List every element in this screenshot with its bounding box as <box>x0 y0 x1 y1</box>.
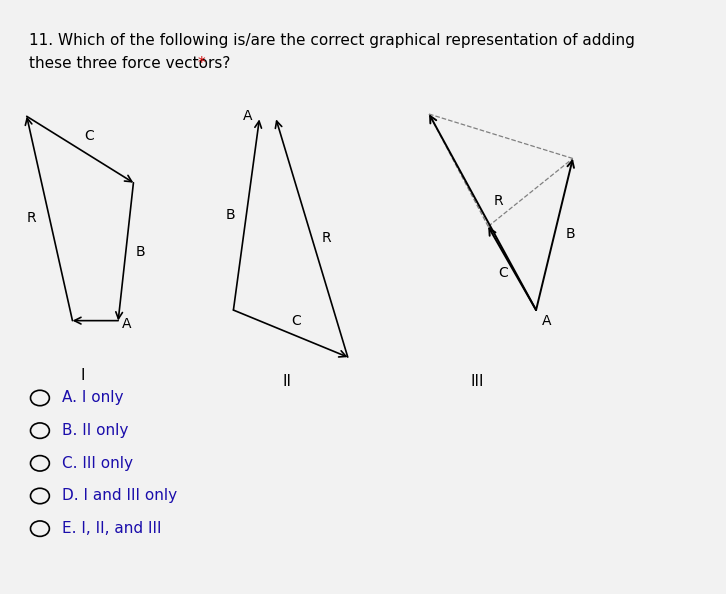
Text: *: * <box>197 56 205 71</box>
Text: 11. Which of the following is/are the correct graphical representation of adding: 11. Which of the following is/are the co… <box>29 33 635 48</box>
Text: B. II only: B. II only <box>62 423 128 438</box>
Text: III: III <box>470 374 484 389</box>
Text: R: R <box>322 231 331 245</box>
Text: C: C <box>84 129 94 143</box>
Text: B: B <box>136 245 145 258</box>
Text: A: A <box>542 314 551 328</box>
Text: E. I, II, and III: E. I, II, and III <box>62 521 161 536</box>
Text: A. I only: A. I only <box>62 390 123 406</box>
Text: R: R <box>27 211 36 226</box>
Text: B: B <box>226 208 235 222</box>
Text: these three force vectors?: these three force vectors? <box>29 56 235 71</box>
Text: D. I and III only: D. I and III only <box>62 488 177 504</box>
Text: C: C <box>499 266 508 280</box>
Text: I: I <box>81 368 86 383</box>
Text: C: C <box>292 314 301 327</box>
Text: II: II <box>282 374 291 389</box>
Text: C. III only: C. III only <box>62 456 133 471</box>
Text: R: R <box>494 194 503 208</box>
Text: B: B <box>566 228 575 241</box>
Text: A: A <box>243 109 253 123</box>
Text: A: A <box>122 317 131 331</box>
